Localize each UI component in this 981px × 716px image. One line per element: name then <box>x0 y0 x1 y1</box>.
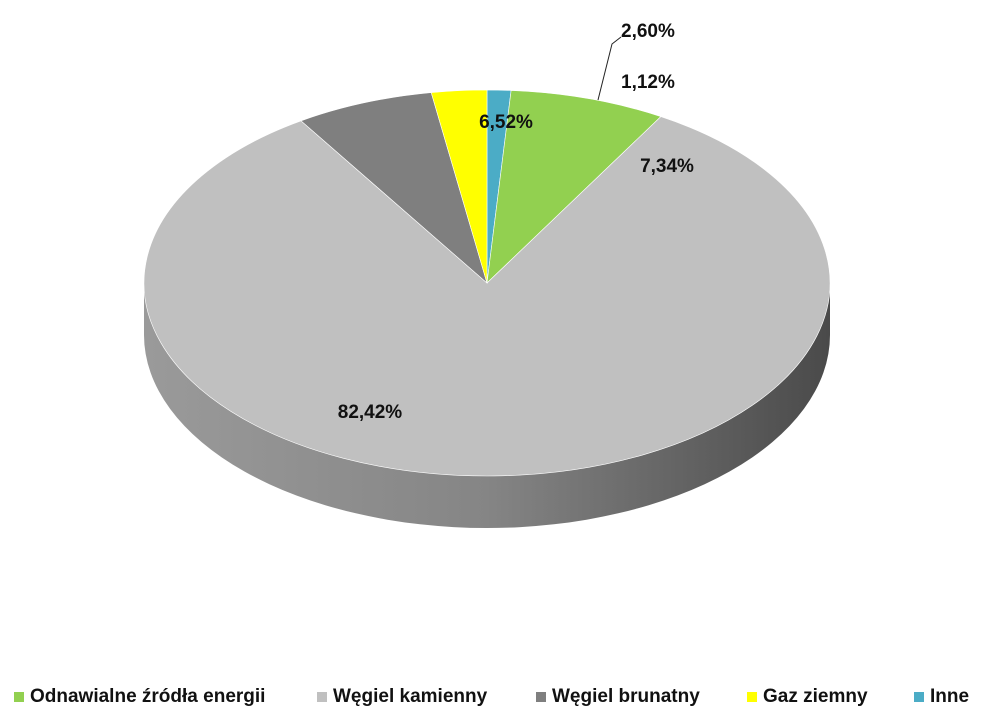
legend-label-gaz-ziemny: Gaz ziemny <box>763 686 868 707</box>
legend-label-inne: Inne <box>930 686 970 707</box>
legend-label-wegiel-brunatny: Węgiel brunatny <box>552 686 700 707</box>
pie-data-labels: 7,34% 82,42% 6,52% 2,60% 1,12% <box>338 21 694 423</box>
data-label-wegiel-brunatny: 6,52% <box>479 112 533 133</box>
legend-swatch-gaz-ziemny <box>747 692 757 702</box>
data-label-gaz-ziemny: 2,60% <box>621 21 675 42</box>
data-label-odnawialne-zrodla-energii: 7,34% <box>640 156 694 177</box>
pie-slice-wegiel-kamienny <box>143 116 831 477</box>
legend-item-gaz-ziemny: Gaz ziemny <box>747 682 868 712</box>
pie-slice-gaz-ziemny <box>430 89 488 284</box>
legend-item-wegiel-brunatny: Węgiel brunatny <box>536 682 700 712</box>
legend: Odnawialne źródła energii Węgiel kamienn… <box>14 682 974 712</box>
pie-slice-wegiel-brunatny <box>300 92 488 284</box>
legend-item-wegiel-kamienny: Węgiel kamienny <box>317 682 487 712</box>
pie-side-wegiel-kamienny <box>144 283 830 528</box>
legend-item-odnawialne: Odnawialne źródła energii <box>14 682 265 712</box>
pie-tops <box>143 89 831 477</box>
legend-swatch-wegiel-brunatny <box>536 692 546 702</box>
pie-chart-svg: 7,34% 82,42% 6,52% 2,60% 1,12% <box>143 21 831 528</box>
legend-swatch-wegiel-kamienny <box>317 692 327 702</box>
data-label-inne: 1,12% <box>621 72 675 93</box>
legend-label-odnawialne: Odnawialne źródła energii <box>30 686 266 707</box>
legend-label-wegiel-kamienny: Węgiel kamienny <box>333 686 488 707</box>
leader-line-gaz-ziemny <box>597 36 622 101</box>
legend-swatch-inne <box>914 692 924 702</box>
pie-sides <box>144 283 830 528</box>
pie-leader-lines <box>597 36 622 101</box>
legend-swatch-odnawialne <box>14 692 24 702</box>
pie-slice-odnawialne-zrodla-energii <box>486 90 662 284</box>
data-label-wegiel-kamienny: 82,42% <box>338 402 403 423</box>
legend-item-inne: Inne <box>914 682 969 712</box>
